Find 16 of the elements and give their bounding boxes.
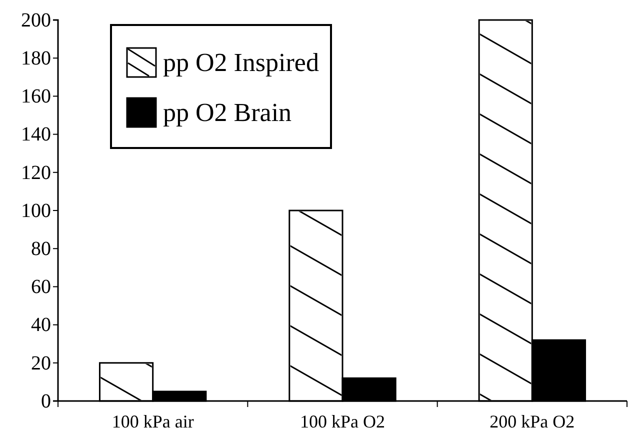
y-tick-label: 100: [21, 200, 51, 222]
y-tick-label: 120: [21, 162, 51, 184]
legend-label: pp O2 Brain: [163, 98, 292, 127]
y-tick-label: 40: [31, 314, 51, 336]
y-tick-label: 0: [41, 390, 51, 412]
x-tick-label: 200 kPa O2: [490, 411, 575, 432]
y-tick-label: 180: [21, 48, 51, 70]
x-tick-label: 100 kPa O2: [300, 411, 385, 432]
y-tick-label: 140: [21, 124, 51, 146]
y-tick-label: 160: [21, 86, 51, 108]
y-tick-label: 200: [21, 9, 51, 32]
y-tick-label: 20: [31, 352, 51, 374]
legend-label: pp O2 Inspired: [163, 48, 319, 77]
y-tick-label: 80: [31, 238, 51, 260]
x-tick-label: 100 kPa air: [112, 411, 194, 432]
y-tick-label: 60: [31, 276, 51, 298]
